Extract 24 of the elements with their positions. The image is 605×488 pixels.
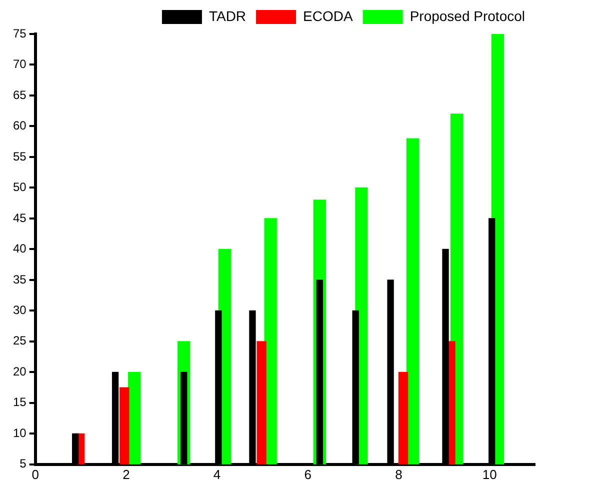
x-tick-label: 0 bbox=[32, 466, 39, 482]
x-tick-label: 8 bbox=[395, 466, 402, 482]
x-tick-label: 10 bbox=[482, 466, 497, 482]
x-tick-label: 2 bbox=[122, 466, 130, 482]
y-tick-label: 20 bbox=[12, 364, 27, 378]
y-tick-label: 50 bbox=[12, 180, 27, 194]
y-tick-label: 75 bbox=[12, 26, 27, 40]
y-tick-label: 15 bbox=[12, 395, 27, 410]
legend-label: ECODA bbox=[303, 8, 354, 24]
y-tick-label: 10 bbox=[12, 426, 27, 440]
y-tick-label: 40 bbox=[12, 242, 27, 256]
y-tick-label: 65 bbox=[12, 88, 27, 102]
legend-label: TADR bbox=[208, 8, 246, 24]
y-tick-label: 5 bbox=[20, 456, 27, 471]
x-tick-label: 6 bbox=[304, 466, 312, 482]
y-tick-label: 45 bbox=[12, 210, 27, 225]
y-tick-label: 25 bbox=[12, 334, 27, 348]
y-tick-label: 60 bbox=[12, 118, 27, 133]
y-tick-label: 35 bbox=[12, 272, 27, 286]
legend-label: Proposed Protocol bbox=[410, 8, 526, 24]
x-tick-label: 4 bbox=[213, 466, 221, 482]
y-tick-label: 55 bbox=[12, 149, 27, 164]
y-tick-label: 70 bbox=[12, 57, 27, 72]
y-tick-label: 30 bbox=[12, 303, 27, 317]
